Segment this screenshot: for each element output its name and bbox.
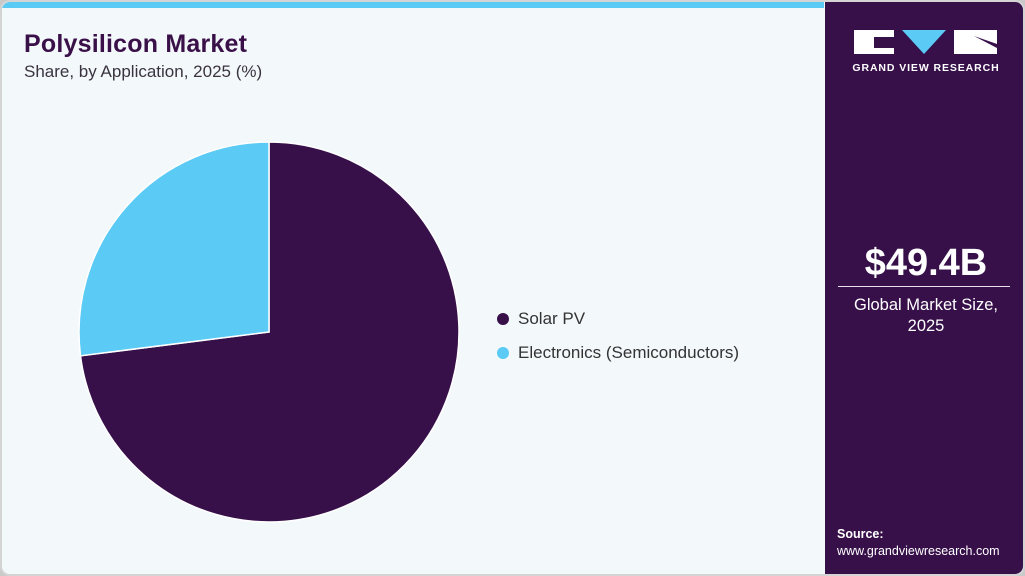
legend-label: Electronics (Semiconductors)	[518, 343, 740, 362]
market-size-label: Global Market Size, 2025	[825, 295, 1023, 337]
pie-slice-electronics-semiconductors	[78, 141, 270, 357]
legend-item-solar-pv: Solar PV	[497, 302, 739, 336]
chart-subtitle: Share, by Application, 2025 (%)	[24, 62, 263, 81]
legend-dot-icon	[497, 313, 509, 325]
source-link[interactable]: www.grandviewresearch.com	[837, 544, 1000, 558]
source-label: Source:	[837, 527, 884, 541]
grand-view-research-logo-icon	[854, 30, 997, 54]
legend-dot-icon	[497, 347, 509, 359]
legend-label: Solar PV	[518, 309, 586, 328]
market-size-label-line2: 2025	[907, 317, 945, 335]
chart-panel: Polysilicon Market Share, by Application…	[2, 2, 824, 574]
chart-title: Polysilicon Market	[24, 30, 248, 58]
market-size-label-line1: Global Market Size,	[854, 296, 998, 314]
accent-strip	[2, 2, 824, 8]
chart-legend: Solar PV Electronics (Semiconductors)	[497, 302, 739, 370]
divider	[838, 286, 1010, 287]
logo-text: GRAND VIEW RESEARCH	[852, 62, 1000, 74]
pie-chart	[78, 141, 460, 523]
sidebar-panel: GRAND VIEW RESEARCH $49.4B Global Market…	[825, 2, 1023, 574]
market-size-value: $49.4B	[864, 242, 988, 284]
legend-item-electronics: Electronics (Semiconductors)	[497, 336, 739, 370]
